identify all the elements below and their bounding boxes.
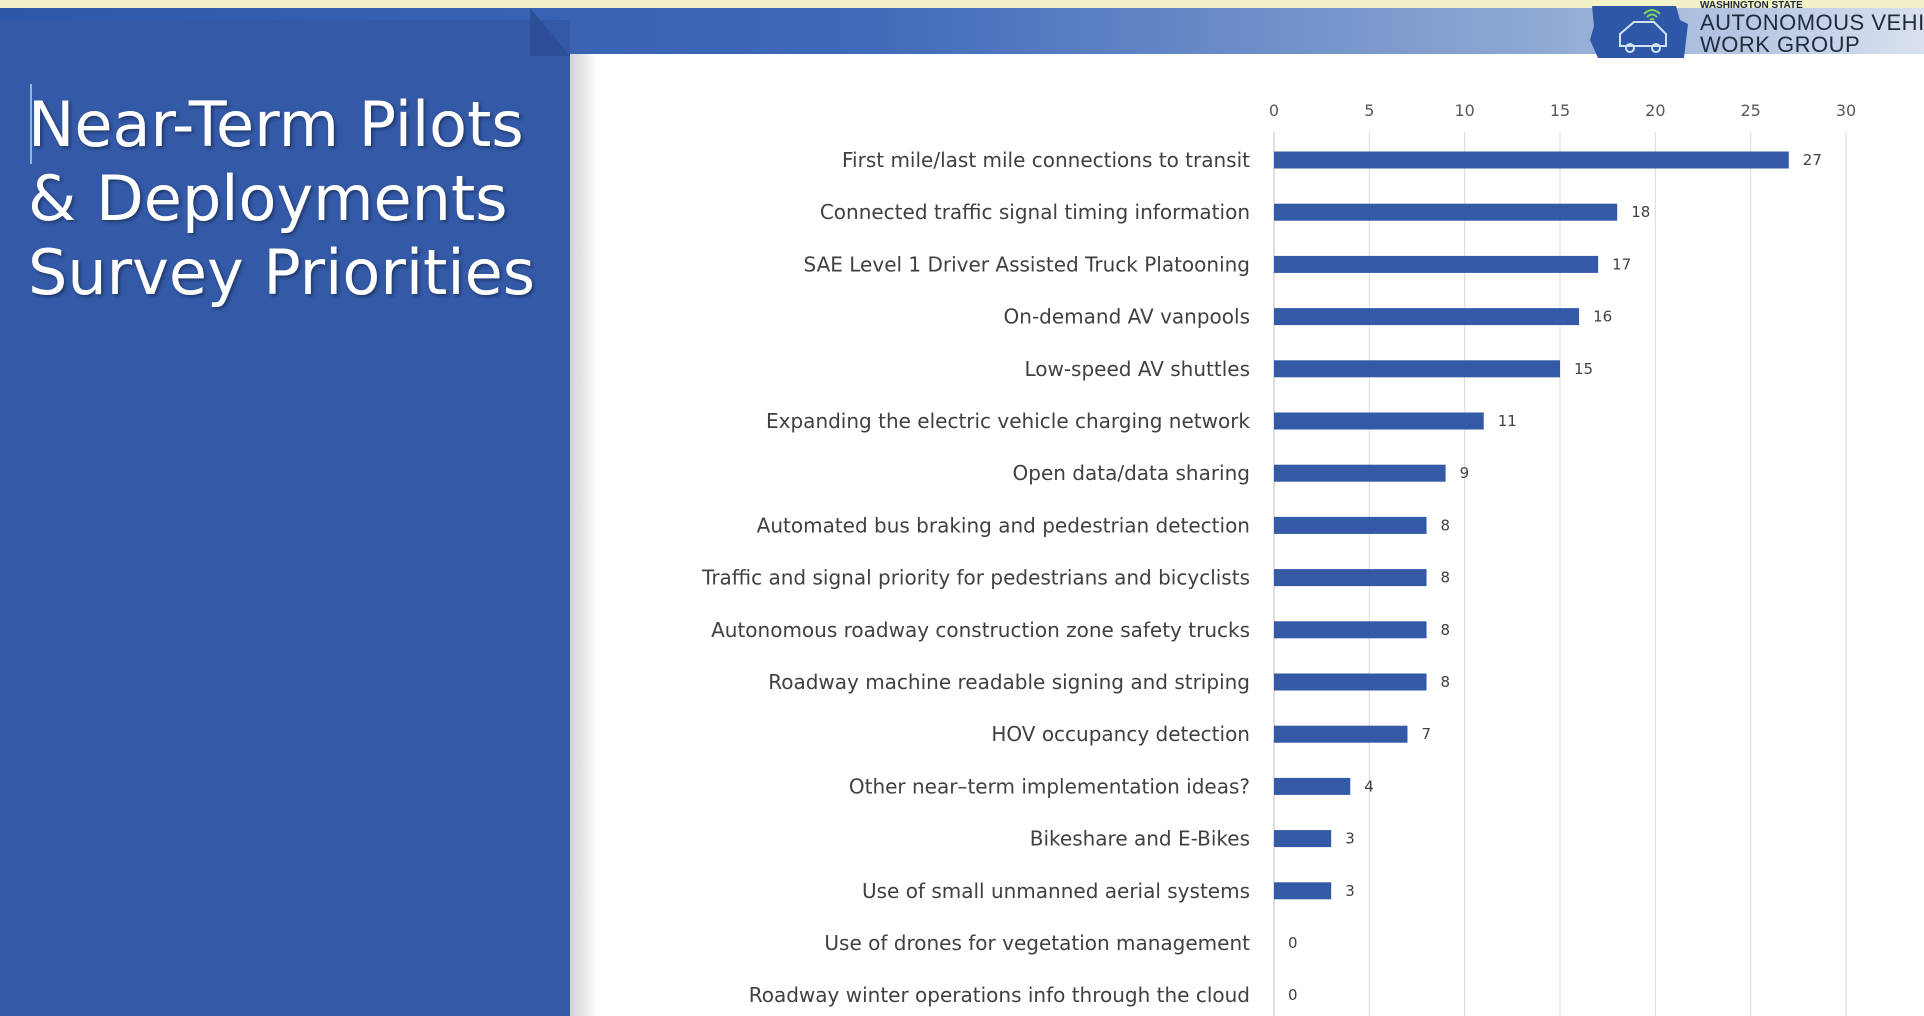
category-label: SAE Level 1 Driver Assisted Truck Platoo… bbox=[804, 252, 1250, 276]
logo-name: AUTONOMOUS VEHICLE WORK GROUP bbox=[1700, 12, 1924, 56]
title-line-3: Survey Priorities bbox=[28, 236, 536, 309]
category-label: On-demand AV vanpools bbox=[1004, 305, 1250, 329]
data-label: 8 bbox=[1441, 516, 1451, 534]
category-label: Open data/data sharing bbox=[1013, 461, 1250, 485]
logo-name-line-1: AUTONOMOUS VEHICLE bbox=[1700, 10, 1924, 35]
bar bbox=[1274, 516, 1427, 534]
data-label: 8 bbox=[1441, 673, 1451, 691]
data-label: 3 bbox=[1345, 882, 1355, 900]
data-label: 16 bbox=[1593, 308, 1612, 326]
x-tick-label: 15 bbox=[1550, 101, 1570, 120]
bar bbox=[1274, 360, 1560, 378]
data-label: 11 bbox=[1498, 412, 1517, 430]
top-strip bbox=[0, 0, 1924, 8]
data-label: 8 bbox=[1441, 621, 1451, 639]
x-tick-label: 5 bbox=[1364, 101, 1374, 120]
x-tick-label: 25 bbox=[1740, 101, 1760, 120]
data-label: 15 bbox=[1574, 360, 1593, 378]
category-label: Use of drones for vegetation management bbox=[824, 931, 1250, 955]
bar bbox=[1274, 830, 1332, 848]
data-label: 7 bbox=[1421, 725, 1431, 743]
category-label: Connected traffic signal timing informat… bbox=[820, 200, 1250, 224]
category-label: Automated bus braking and pedestrian det… bbox=[757, 513, 1250, 537]
bar bbox=[1274, 621, 1427, 639]
bar bbox=[1274, 255, 1599, 273]
category-label: Traffic and signal priority for pedestri… bbox=[701, 566, 1250, 590]
data-label: 4 bbox=[1364, 777, 1374, 795]
x-tick-label: 30 bbox=[1836, 101, 1856, 120]
bar bbox=[1274, 882, 1332, 900]
bar bbox=[1274, 412, 1484, 430]
data-label: 18 bbox=[1631, 203, 1650, 221]
slide-title[interactable]: Near-Term Pilots & Deployments Survey Pr… bbox=[28, 88, 558, 310]
car-wifi-icon bbox=[1590, 6, 1688, 58]
logo-state-text: WASHINGTON STATE bbox=[1700, 0, 1803, 11]
data-label: 27 bbox=[1803, 151, 1822, 169]
bar bbox=[1274, 725, 1408, 743]
bar bbox=[1274, 151, 1789, 169]
x-tick-label: 10 bbox=[1454, 101, 1474, 120]
category-label: Autonomous roadway construction zone saf… bbox=[711, 618, 1250, 642]
title-line-2: & Deployments bbox=[28, 162, 508, 235]
category-label: Low-speed AV shuttles bbox=[1024, 357, 1250, 381]
category-label: Bikeshare and E-Bikes bbox=[1030, 827, 1250, 851]
x-tick-label: 20 bbox=[1645, 101, 1665, 120]
logo-name-line-2: WORK GROUP bbox=[1700, 32, 1861, 57]
category-label: Expanding the electric vehicle charging … bbox=[766, 409, 1250, 433]
data-label: 8 bbox=[1441, 569, 1451, 587]
x-tick-label: 0 bbox=[1269, 101, 1279, 120]
bar bbox=[1274, 673, 1427, 691]
data-label: 9 bbox=[1460, 464, 1470, 482]
data-label: 0 bbox=[1288, 986, 1298, 1004]
category-label: First mile/last mile connections to tran… bbox=[842, 148, 1250, 172]
work-group-logo: WASHINGTON STATE AUTONOMOUS VEHICLE WORK… bbox=[1584, 0, 1924, 62]
category-label: Use of small unmanned aerial systems bbox=[862, 879, 1250, 903]
title-line-1: Near-Term Pilots bbox=[28, 88, 524, 161]
category-label: HOV occupancy detection bbox=[991, 722, 1250, 746]
category-label: Roadway winter operations info through t… bbox=[749, 983, 1250, 1007]
category-label: Other near–term implementation ideas? bbox=[849, 774, 1250, 798]
title-panel bbox=[0, 20, 570, 1016]
panel-shadow bbox=[570, 54, 598, 1016]
bar bbox=[1274, 569, 1427, 587]
bar bbox=[1274, 777, 1351, 795]
data-label: 17 bbox=[1612, 255, 1631, 273]
data-label: 0 bbox=[1288, 934, 1298, 952]
text-cursor bbox=[30, 84, 32, 164]
bar bbox=[1274, 203, 1618, 221]
data-label: 3 bbox=[1345, 830, 1355, 848]
bar bbox=[1274, 308, 1580, 326]
category-label: Roadway machine readable signing and str… bbox=[768, 670, 1250, 694]
bar bbox=[1274, 464, 1446, 482]
